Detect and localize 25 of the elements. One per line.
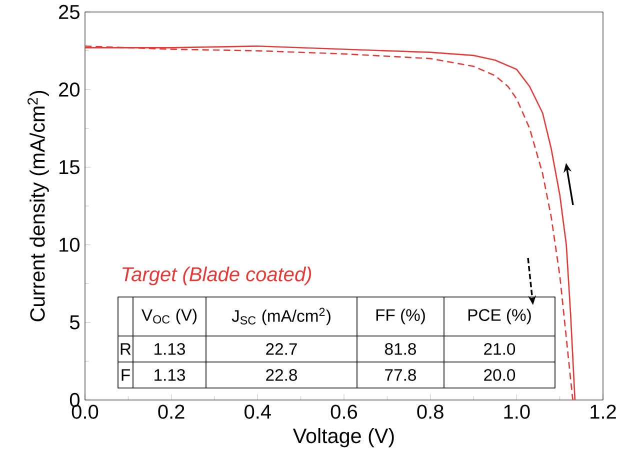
annotation: 21.0 bbox=[484, 343, 516, 355]
x-tick-label: 0.6 bbox=[330, 404, 358, 419]
x-tick-label: 0.4 bbox=[244, 404, 271, 419]
x-tick-label: 1.2 bbox=[590, 404, 616, 419]
x-tick-label: 0.2 bbox=[158, 404, 184, 419]
y-tick-label: 25 bbox=[59, 4, 80, 20]
x-axis-title: Voltage (V) bbox=[292, 428, 394, 448]
annotation: R bbox=[120, 343, 131, 355]
y-axis-title: Current density (mA/cm$^{2}$) bbox=[28, 90, 49, 322]
x-tick-label: 1.0 bbox=[504, 404, 530, 419]
annotation: Target (Blade coated) bbox=[122, 266, 312, 286]
annotation: F bbox=[122, 369, 130, 381]
annotation: PCE (%) bbox=[468, 308, 531, 324]
annotation: 1.13 bbox=[154, 343, 185, 355]
x-tick-label: 0.0 bbox=[72, 404, 98, 419]
y-tick-label: 10 bbox=[60, 238, 80, 252]
y-tick-label: 15 bbox=[60, 160, 80, 174]
annotation: 22.7 bbox=[266, 343, 297, 355]
annotation: V$_{OC}$ (V) bbox=[142, 308, 197, 324]
y-tick-label: 20 bbox=[59, 82, 80, 97]
annotation: 1.13 bbox=[154, 369, 185, 381]
annotation: 20.0 bbox=[484, 369, 516, 381]
annotation: J$_{SC}$ (mA/cm$^{2}$) bbox=[232, 308, 330, 326]
y-tick-label: 5 bbox=[70, 315, 80, 330]
x-tick-label: 0.8 bbox=[417, 404, 444, 419]
